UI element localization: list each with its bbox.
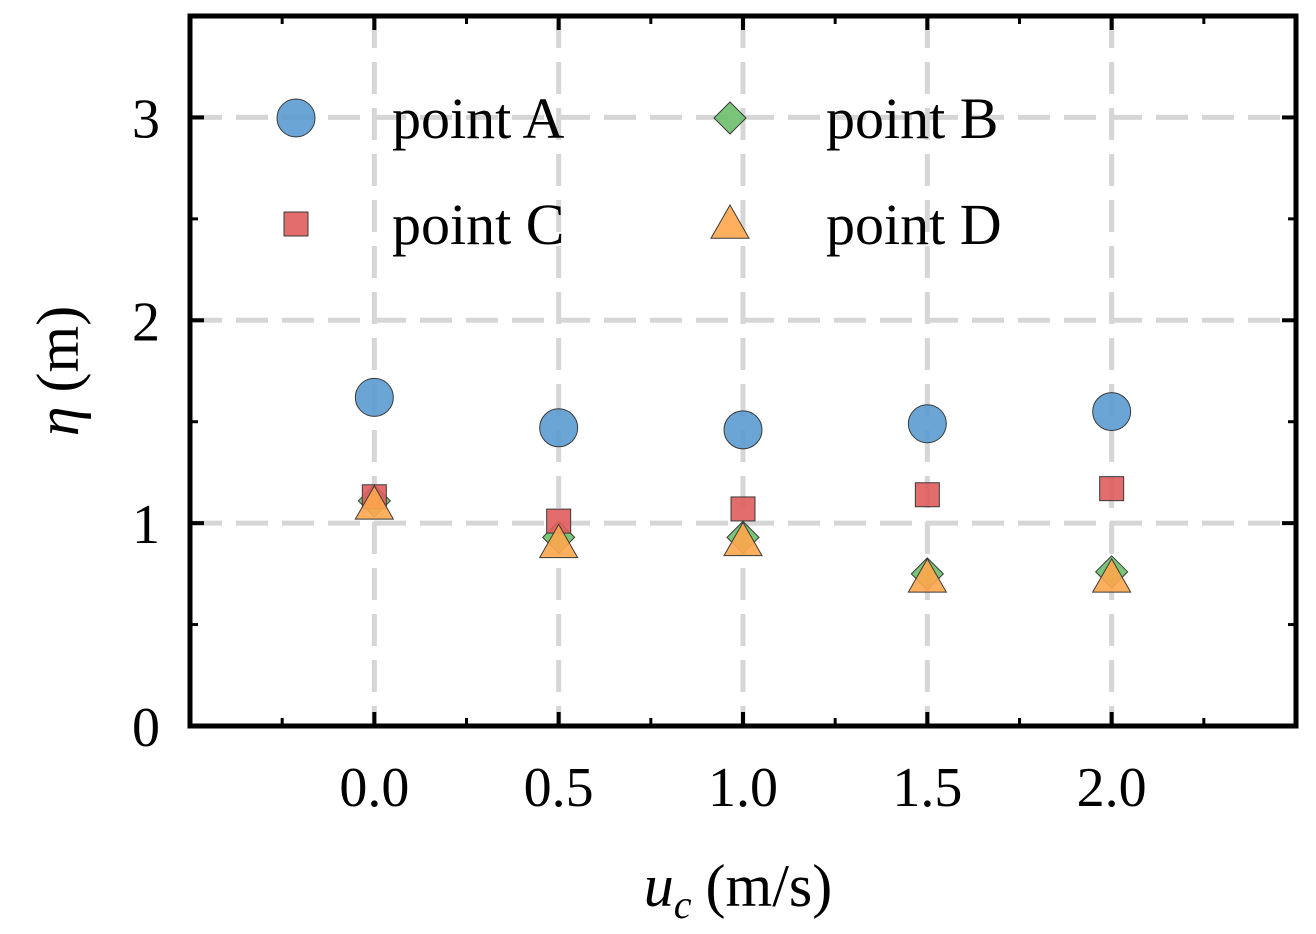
data-points bbox=[354, 377, 1132, 593]
legend-point-d-marker bbox=[710, 203, 750, 239]
y-axis-label: η (m) bbox=[25, 306, 91, 436]
x-tick-label: 0.5 bbox=[524, 757, 594, 819]
legend-point-d-label: point D bbox=[826, 192, 1002, 257]
x-axis-label-sub: c bbox=[674, 882, 692, 927]
point-c-marker bbox=[1099, 476, 1125, 502]
legend-point-b-label: point B bbox=[826, 86, 998, 151]
y-tick-label: 3 bbox=[132, 88, 160, 150]
legend-point-b-marker bbox=[713, 101, 747, 135]
grid bbox=[190, 16, 1296, 726]
point-a-marker bbox=[1092, 392, 1132, 432]
point-d-marker bbox=[907, 557, 948, 593]
point-a-marker bbox=[723, 410, 763, 450]
x-axis-label-unit: (m/s) bbox=[706, 853, 833, 919]
legend-point-a-marker bbox=[276, 98, 316, 138]
point-a-marker bbox=[907, 404, 947, 444]
point-d-marker bbox=[723, 521, 763, 557]
legend: point A point B point C point D bbox=[276, 86, 1002, 257]
legend-point-c-marker bbox=[283, 211, 309, 237]
x-tick-label: 1.5 bbox=[892, 757, 962, 819]
x-axis-label: uc (m/s) bbox=[644, 853, 832, 927]
x-axis-label-main: u bbox=[644, 853, 674, 919]
x-tick-label: 1.0 bbox=[708, 757, 778, 819]
legend-point-a-label: point A bbox=[392, 86, 565, 151]
legend-point-c-label: point C bbox=[392, 192, 564, 257]
point-a-marker bbox=[354, 377, 394, 417]
point-c-marker bbox=[730, 496, 756, 522]
axis-ticks: 0.0 0.5 1.0 1.5 2.0 0 1 2 3 bbox=[132, 16, 1296, 819]
x-tick-label: 2.0 bbox=[1077, 757, 1147, 819]
point-a-marker bbox=[539, 408, 579, 448]
point-d-marker bbox=[538, 523, 579, 559]
y-tick-label: 0 bbox=[132, 697, 160, 759]
x-tick-label: 0.0 bbox=[339, 757, 409, 819]
point-c-marker bbox=[914, 482, 940, 508]
y-axis-label-unit: (m) bbox=[25, 306, 91, 393]
y-tick-label: 2 bbox=[132, 291, 160, 353]
y-axis-label-main: η bbox=[25, 406, 91, 436]
point-d-marker bbox=[1091, 557, 1132, 593]
y-tick-label: 1 bbox=[132, 494, 160, 556]
point-d-marker bbox=[354, 484, 395, 520]
